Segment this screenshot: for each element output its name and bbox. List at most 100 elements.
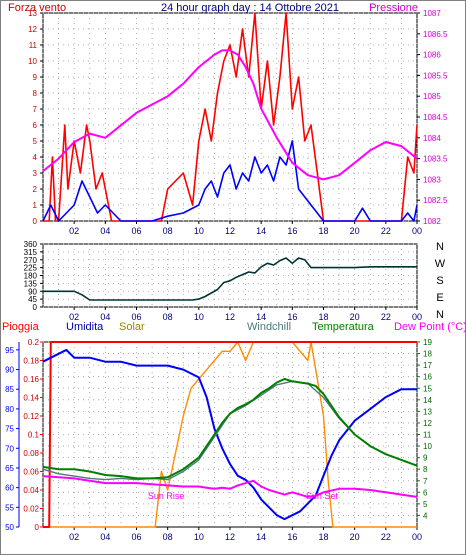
x-tick-label: 22 [381, 312, 391, 322]
temperature-tick-label: 15 [423, 384, 432, 393]
rain-line [43, 341, 417, 528]
y-tick-label-left: 4 [33, 153, 38, 162]
x-tick-label: 20 [350, 532, 360, 542]
compass-label: W [435, 258, 446, 270]
y-tick-label-left: 3 [33, 169, 38, 178]
x-tick-label: 00 [412, 312, 422, 322]
x-tick-label: 12 [225, 226, 235, 236]
direction-line [43, 257, 417, 301]
humidity-tick-label: 65 [5, 464, 14, 473]
x-tick-label: 04 [100, 312, 110, 322]
temperature-tick-label: 8 [423, 465, 428, 474]
compass-label: N [436, 309, 444, 321]
y-tick-label-left: 0 [33, 217, 38, 226]
x-tick-label: 14 [256, 532, 266, 542]
x-tick-label: 00 [412, 226, 422, 236]
x-tick-label: 16 [287, 226, 297, 236]
temperature-tick-label: 10 [423, 442, 432, 451]
humidity-tick-label: 85 [5, 385, 14, 394]
x-tick-label: 16 [287, 312, 297, 322]
sunset-label: Sun Set [306, 491, 339, 501]
y-tick-label-right: 1084.5 [423, 113, 448, 122]
temperature-tick-label: 6 [423, 488, 428, 497]
rain-tick-label: 0.02 [23, 505, 39, 514]
humidity-tick-label: 55 [5, 503, 14, 512]
humidity-tick-label: 95 [5, 346, 14, 355]
temperature-tick-label: 12 [423, 419, 432, 428]
humidity-line [42, 348, 417, 521]
x-tick-label: 22 [381, 226, 391, 236]
rain-tick-label: 0.14 [23, 394, 39, 403]
y-tick-label-right: 1085 [423, 92, 441, 101]
x-tick-label: 22 [381, 532, 391, 542]
compass-label: S [436, 275, 443, 287]
direction-tick-label: 360 [24, 240, 38, 249]
wind-line [42, 140, 418, 222]
direction-tick-label: 0 [33, 303, 38, 312]
y-tick-label-left: 9 [33, 73, 38, 82]
x-tick-label: 12 [225, 312, 235, 322]
humidity-tick-label: 80 [5, 405, 14, 414]
direction-tick-label: 315 [24, 248, 38, 257]
x-tick-label: 02 [69, 532, 79, 542]
y-tick-label-left: 6 [33, 121, 38, 130]
humidity-tick-label: 50 [5, 523, 14, 532]
temperature-tick-label: 14 [423, 396, 432, 405]
x-tick-label: 12 [225, 532, 235, 542]
y-tick-label-right: 1084 [423, 134, 441, 143]
left-title: Forza vento [8, 2, 66, 14]
pressure-line [42, 49, 418, 181]
y-tick-label-left: 1 [33, 201, 38, 210]
windchill-label: Windchill [247, 321, 291, 333]
y-tick-label-right: 1083 [423, 175, 441, 184]
rain-tick-label: 0.2 [28, 338, 40, 347]
x-tick-label: 08 [163, 312, 173, 322]
direction-tick-label: 270 [24, 256, 38, 265]
direction-tick-label: 90 [28, 287, 37, 296]
plot-frame-climate [42, 341, 418, 528]
temperature-tick-label: 5 [423, 500, 428, 509]
x-tick-label: 18 [318, 312, 328, 322]
plot-frame-direction [42, 243, 418, 308]
x-tick-label: 06 [131, 532, 141, 542]
y-tick-label-left: 10 [28, 57, 37, 66]
chart-title: 24 hour graph day : 14 Ottobre 2021 [161, 2, 339, 14]
rain-tick-label: 0 [35, 523, 40, 532]
x-tick-label: 08 [163, 226, 173, 236]
rain-tick-label: 0.08 [23, 449, 39, 458]
gust-line [43, 12, 418, 222]
humidity-tick-label: 75 [5, 425, 14, 434]
y-tick-label-left: 5 [33, 137, 38, 146]
temperature-tick-label: 11 [423, 431, 432, 440]
y-tick-label-left: 13 [28, 9, 37, 18]
y-tick-label-left: 11 [29, 41, 38, 50]
y-tick-label-right: 1086 [423, 51, 441, 60]
x-tick-label: 14 [256, 312, 266, 322]
y-tick-label-left: 12 [28, 25, 37, 34]
plot-frame-wind [42, 12, 418, 222]
right-title: Pressione [369, 2, 418, 14]
x-tick-label: 08 [163, 532, 173, 542]
x-tick-label: 04 [100, 226, 110, 236]
x-tick-label: 10 [194, 532, 204, 542]
humidity-tick-label: 60 [5, 484, 14, 493]
x-tick-label: 10 [194, 312, 204, 322]
y-tick-label-left: 8 [33, 89, 38, 98]
rain-tick-label: 0.16 [23, 375, 39, 384]
temperature-tick-label: 16 [423, 373, 432, 382]
humidity-tick-label: 90 [5, 366, 14, 375]
x-tick-label: 06 [131, 226, 141, 236]
temperature-tick-label: 4 [423, 511, 428, 520]
x-tick-label: 14 [256, 226, 266, 236]
x-tick-label: 02 [69, 226, 79, 236]
compass-label: E [436, 292, 443, 304]
y-tick-label-right: 1082.5 [423, 196, 448, 205]
direction-tick-label: 225 [24, 264, 38, 273]
y-tick-label-right: 1086.5 [423, 30, 448, 39]
temperature-tick-label: 13 [423, 407, 432, 416]
temperature-tick-label: 19 [423, 338, 432, 347]
solar-label: Solar [119, 321, 145, 333]
direction-tick-label: 45 [28, 295, 37, 304]
y-tick-label-right: 1083.5 [423, 155, 448, 164]
x-tick-label: 18 [318, 226, 328, 236]
